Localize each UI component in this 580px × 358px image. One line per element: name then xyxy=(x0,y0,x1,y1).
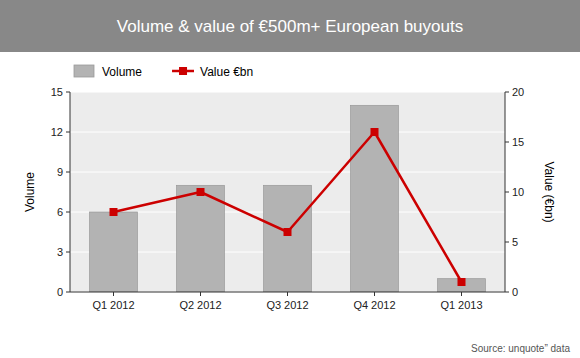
x-tick xyxy=(287,292,288,296)
x-tick-label: Q2 2012 xyxy=(179,299,221,311)
y2-tick xyxy=(505,242,509,243)
y-tick-label: 15 xyxy=(51,86,63,98)
x-tick-label: Q3 2012 xyxy=(266,299,308,311)
x-tick-label: Q1 2012 xyxy=(92,299,134,311)
legend-marker xyxy=(179,67,187,75)
bar xyxy=(90,212,138,292)
y-tick-label: 12 xyxy=(51,126,63,138)
legend-swatch xyxy=(74,65,94,77)
x-tick-label: Q1 2013 xyxy=(440,299,482,311)
y-axis-label: Volume xyxy=(23,172,37,212)
marker xyxy=(284,228,292,236)
marker xyxy=(458,278,466,286)
y2-tick xyxy=(505,142,509,143)
y-axis-line xyxy=(70,92,71,292)
y-tick xyxy=(66,212,70,213)
x-tick xyxy=(374,292,375,296)
y2-tick-label: 5 xyxy=(512,236,518,248)
marker xyxy=(110,208,118,216)
y-tick xyxy=(66,92,70,93)
y2-tick xyxy=(505,192,509,193)
y2-tick-label: 20 xyxy=(512,86,524,98)
y-tick-label: 3 xyxy=(57,246,63,258)
legend-item: Volume xyxy=(74,65,142,79)
legend-label: Volume xyxy=(102,65,142,79)
legend-item: Value €bn xyxy=(172,65,253,79)
bar xyxy=(177,185,225,292)
y2-tick-label: 10 xyxy=(512,186,524,198)
y-tick-label: 0 xyxy=(57,286,63,298)
y2-tick xyxy=(505,292,509,293)
grid-line xyxy=(70,92,505,93)
grid-line xyxy=(70,132,505,133)
title-band xyxy=(0,0,580,52)
y-tick xyxy=(66,292,70,293)
bar xyxy=(264,185,312,292)
annotation: Source: unquote” data xyxy=(471,343,570,354)
x-tick xyxy=(113,292,114,296)
title: Volume & value of €500m+ European buyout… xyxy=(117,17,463,36)
y-tick-label: 6 xyxy=(57,206,63,218)
x-tick xyxy=(200,292,201,296)
plot-area xyxy=(70,92,505,292)
y2-axis-label: Value (€bn) xyxy=(542,161,556,222)
line xyxy=(114,132,462,282)
x-tick-label: Q4 2012 xyxy=(353,299,395,311)
y-tick xyxy=(66,172,70,173)
y-tick xyxy=(66,252,70,253)
grid-line xyxy=(70,172,505,173)
y2-tick-label: 15 xyxy=(512,136,524,148)
y-tick-label: 9 xyxy=(57,166,63,178)
marks xyxy=(90,105,486,292)
chart: Volume & value of €500m+ European buyout… xyxy=(0,0,580,358)
x-tick xyxy=(461,292,462,296)
y-tick xyxy=(66,132,70,133)
marker xyxy=(197,188,205,196)
bar xyxy=(438,279,486,292)
legend: Volume Value €bn xyxy=(74,65,253,79)
y2-tick xyxy=(505,92,509,93)
marker xyxy=(371,128,379,136)
y2-tick-label: 0 xyxy=(512,286,518,298)
legend-label: Value €bn xyxy=(200,65,253,79)
bar xyxy=(351,105,399,292)
